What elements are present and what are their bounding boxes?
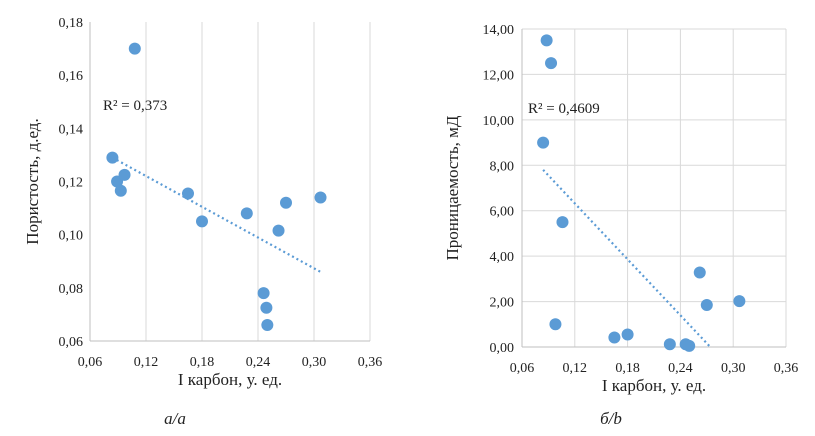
y-tick-label: 0,10 <box>59 229 84 244</box>
x-tick-label: 0,06 <box>78 355 103 370</box>
y-tick-label: 10,00 <box>483 114 515 129</box>
y-tick-label: 0,06 <box>59 335 84 350</box>
data-point <box>260 301 273 314</box>
r-squared-label: R² = 0,373 <box>103 98 167 114</box>
linear-trendline <box>111 156 322 273</box>
x-tick-label: 0,36 <box>358 355 383 370</box>
r-squared-label: R² = 0,4609 <box>528 101 600 117</box>
y-tick-label: 0,18 <box>59 16 84 31</box>
data-point <box>257 287 270 300</box>
data-point <box>182 187 194 200</box>
x-tick-label: 0,30 <box>302 355 327 370</box>
y-axis-title: Пористость, д.ед. <box>23 118 42 244</box>
chart-porosity: 0,06 0,12 0,18 0,24 0,30 0,36 0,06 0,08 0,10 0,12… <box>23 16 382 428</box>
data-point <box>608 331 621 344</box>
data-point <box>545 57 558 70</box>
y-tick-label: 0,16 <box>59 69 84 84</box>
data-point <box>240 207 253 220</box>
data-point <box>663 338 676 351</box>
data-point <box>261 319 274 332</box>
data-point <box>128 42 141 55</box>
linear-trendline <box>542 169 712 348</box>
data-point <box>621 328 634 341</box>
data-point <box>556 216 569 229</box>
x-tick-label: 0,12 <box>563 361 588 376</box>
data-point <box>540 34 553 47</box>
x-tick-label: 0,18 <box>615 361 640 376</box>
y-tick-label: 8,00 <box>490 159 515 174</box>
data-point <box>537 136 550 149</box>
x-tick-label: 0,12 <box>134 355 159 370</box>
y-tick-label: 12,00 <box>483 68 515 83</box>
y-tick-label: 0,12 <box>59 176 84 191</box>
data-point <box>693 266 706 279</box>
data-point <box>114 184 127 197</box>
y-tick-label: 4,00 <box>490 250 515 265</box>
data-point <box>272 224 285 237</box>
data-point <box>280 196 292 209</box>
y-tick-label: 2,00 <box>490 296 515 311</box>
y-tick-label: 0,08 <box>59 282 84 297</box>
x-axis-title: I карбон, у. ед. <box>602 376 706 395</box>
data-point <box>683 339 696 352</box>
y-tick-label: 0,00 <box>490 341 515 356</box>
data-point <box>314 191 327 204</box>
x-tick-label: 0,24 <box>668 361 693 376</box>
x-tick-label: 0,06 <box>510 361 535 376</box>
data-point <box>549 318 562 331</box>
y-tick-label: 0,14 <box>59 122 84 137</box>
panel-caption-b: б/b <box>600 409 622 428</box>
x-tick-label: 0,24 <box>246 355 271 370</box>
data-point <box>700 298 713 311</box>
panel-caption-a: а/a <box>164 409 186 428</box>
data-point <box>733 295 746 308</box>
data-point <box>196 215 208 228</box>
y-axis-title: Проницаемость, мД <box>443 115 462 260</box>
x-axis-title: I карбон, у. ед. <box>178 370 282 389</box>
y-tick-label: 6,00 <box>490 205 515 220</box>
data-point <box>106 151 119 164</box>
data-point <box>118 168 131 181</box>
chart-permeability: 0,06 0,12 0,18 0,24 0,30 0,36 0,00 2,00 4,00 6,00… <box>443 23 798 428</box>
x-tick-label: 0,18 <box>190 355 215 370</box>
x-tick-label: 0,36 <box>774 361 799 376</box>
x-tick-label: 0,30 <box>721 361 746 376</box>
y-tick-label: 14,00 <box>483 23 515 38</box>
